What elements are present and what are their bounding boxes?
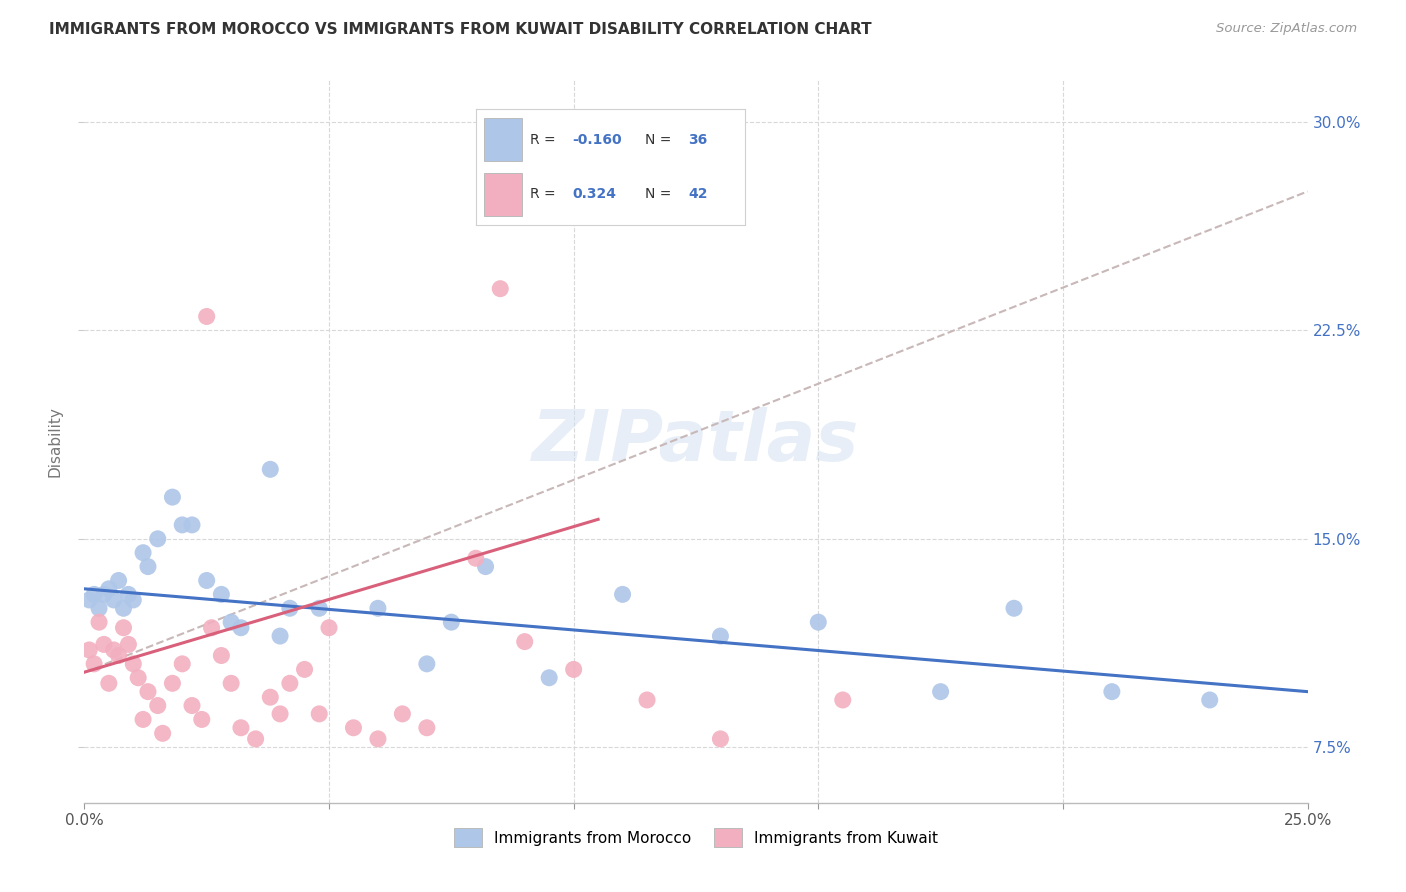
Point — [318, 621, 340, 635]
Point — [229, 721, 252, 735]
Point — [245, 731, 267, 746]
Point — [229, 621, 252, 635]
Point — [83, 657, 105, 671]
Point — [112, 601, 135, 615]
Point — [612, 587, 634, 601]
Point — [77, 593, 100, 607]
Point — [562, 662, 585, 676]
Point — [219, 615, 242, 630]
Point — [122, 593, 145, 607]
Point — [807, 615, 830, 630]
Legend: Immigrants from Morocco, Immigrants from Kuwait: Immigrants from Morocco, Immigrants from… — [449, 822, 943, 853]
Point — [489, 282, 512, 296]
Point — [440, 615, 463, 630]
Point — [391, 706, 413, 721]
Text: ZIPatlas: ZIPatlas — [533, 407, 859, 476]
Point — [152, 726, 174, 740]
Point — [1101, 684, 1123, 698]
Point — [103, 643, 125, 657]
Point — [181, 517, 204, 532]
Y-axis label: Disability: Disability — [48, 406, 63, 477]
Point — [709, 629, 731, 643]
Point — [195, 574, 218, 588]
Point — [87, 601, 110, 615]
Point — [416, 657, 439, 671]
Point — [93, 587, 115, 601]
Point — [162, 490, 184, 504]
Point — [513, 634, 536, 648]
Point — [259, 462, 281, 476]
Point — [416, 721, 439, 735]
Point — [464, 551, 486, 566]
Point — [259, 690, 281, 705]
Point — [117, 637, 139, 651]
Point — [97, 676, 120, 690]
Point — [269, 629, 291, 643]
Point — [278, 676, 301, 690]
Point — [191, 713, 214, 727]
Point — [172, 517, 194, 532]
Point — [219, 676, 242, 690]
Point — [117, 587, 139, 601]
Point — [1198, 693, 1220, 707]
Point — [367, 731, 389, 746]
Point — [132, 713, 155, 727]
Point — [342, 721, 364, 735]
Point — [107, 574, 129, 588]
Point — [636, 693, 658, 707]
Point — [709, 731, 731, 746]
Point — [77, 643, 100, 657]
Point — [308, 706, 330, 721]
Point — [209, 648, 232, 663]
Point — [172, 657, 194, 671]
Point — [83, 587, 105, 601]
Point — [474, 559, 496, 574]
Point — [162, 676, 184, 690]
Point — [93, 637, 115, 651]
Point — [107, 648, 129, 663]
Point — [136, 559, 159, 574]
Point — [146, 532, 169, 546]
Point — [87, 615, 110, 630]
Point — [831, 693, 853, 707]
Point — [136, 684, 159, 698]
Point — [269, 706, 291, 721]
Point — [103, 593, 125, 607]
Point — [200, 621, 222, 635]
Point — [112, 621, 135, 635]
Point — [308, 601, 330, 615]
Point — [1002, 601, 1025, 615]
Point — [538, 671, 561, 685]
Text: Source: ZipAtlas.com: Source: ZipAtlas.com — [1216, 22, 1357, 36]
Point — [209, 587, 232, 601]
Point — [97, 582, 120, 596]
Text: IMMIGRANTS FROM MOROCCO VS IMMIGRANTS FROM KUWAIT DISABILITY CORRELATION CHART: IMMIGRANTS FROM MOROCCO VS IMMIGRANTS FR… — [49, 22, 872, 37]
Point — [294, 662, 316, 676]
Point — [195, 310, 218, 324]
Point — [181, 698, 204, 713]
Point — [278, 601, 301, 615]
Point — [367, 601, 389, 615]
Point — [929, 684, 952, 698]
Point — [122, 657, 145, 671]
Point — [132, 546, 155, 560]
Point — [127, 671, 149, 685]
Point — [146, 698, 169, 713]
